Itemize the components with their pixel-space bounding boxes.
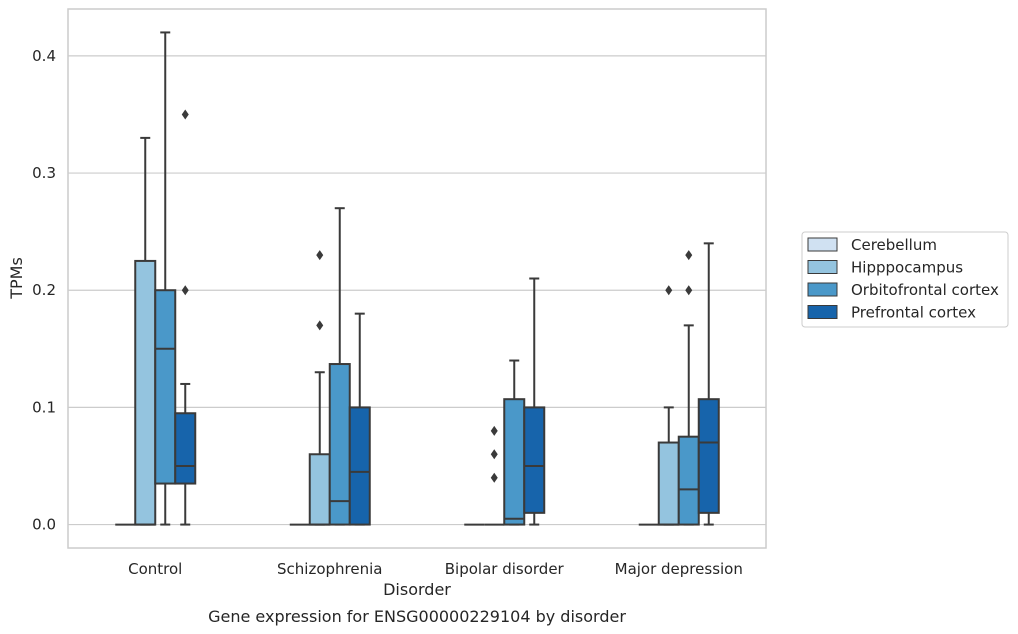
outlier-point	[181, 109, 189, 120]
x-axis-ticks: Control Schizophrenia Bipolar disorder Majo…	[128, 560, 743, 578]
box-group	[348, 312, 371, 526]
x-tick-label: Bipolar disorder	[445, 560, 565, 578]
box-group	[503, 359, 526, 526]
box	[523, 406, 546, 514]
legend-label: Orbitofrontal cortex	[851, 281, 999, 299]
box-group	[174, 109, 197, 526]
box-group	[697, 242, 720, 526]
y-tick-label: 0.4	[32, 47, 56, 65]
x-axis-label: Disorder	[383, 580, 451, 599]
outlier-point	[490, 449, 498, 460]
y-tick-label: 0.0	[32, 516, 56, 534]
y-axis-label: TPMs	[7, 257, 26, 300]
box	[308, 453, 331, 526]
box	[677, 435, 700, 526]
legend-swatch	[807, 237, 838, 252]
box	[697, 398, 720, 514]
legend-swatch	[807, 282, 838, 297]
box-group	[484, 425, 505, 526]
outlier-point	[490, 472, 498, 483]
box	[503, 398, 526, 526]
outlier-point	[316, 320, 324, 331]
legend-frame	[801, 231, 1009, 328]
box-group	[523, 277, 546, 526]
legend: Cerebellum Hipppocampus Orbitofrontal cort…	[801, 231, 1009, 328]
x-tick-label: Schizophrenia	[277, 560, 382, 578]
legend-swatch	[807, 260, 838, 274]
box	[348, 406, 371, 526]
plot-frame	[67, 8, 767, 549]
box-group	[328, 207, 351, 526]
y-tick-label: 0.3	[32, 164, 56, 182]
x-tick-label: Control	[128, 560, 182, 578]
chart-caption: Gene expression for ENSG00000229104 by d…	[208, 607, 626, 626]
box	[174, 412, 197, 485]
box-group	[657, 285, 680, 526]
box	[657, 441, 680, 526]
y-tick-label: 0.1	[32, 398, 56, 416]
outlier-point	[685, 285, 693, 296]
legend-label: Hipppocampus	[851, 259, 963, 277]
x-tick-label: Major depression	[615, 560, 743, 578]
y-tick-label: 0.2	[32, 281, 56, 299]
boxplot-marks	[115, 31, 720, 526]
box-group	[154, 31, 177, 526]
outlier-point	[490, 425, 498, 436]
outlier-point	[685, 250, 693, 261]
box	[154, 289, 177, 485]
box	[134, 259, 157, 526]
legend-label: Prefrontal cortex	[851, 304, 976, 322]
box-group	[308, 250, 331, 526]
legend-label: Cerebellum	[851, 236, 937, 254]
box-group	[134, 136, 157, 526]
outlier-point	[181, 285, 189, 296]
legend-swatch	[807, 305, 838, 319]
y-axis-ticks: 0.0 0.1 0.2 0.3 0.4	[32, 47, 56, 534]
outlier-point	[316, 250, 324, 261]
outlier-point	[665, 285, 673, 296]
box-group	[677, 250, 700, 526]
